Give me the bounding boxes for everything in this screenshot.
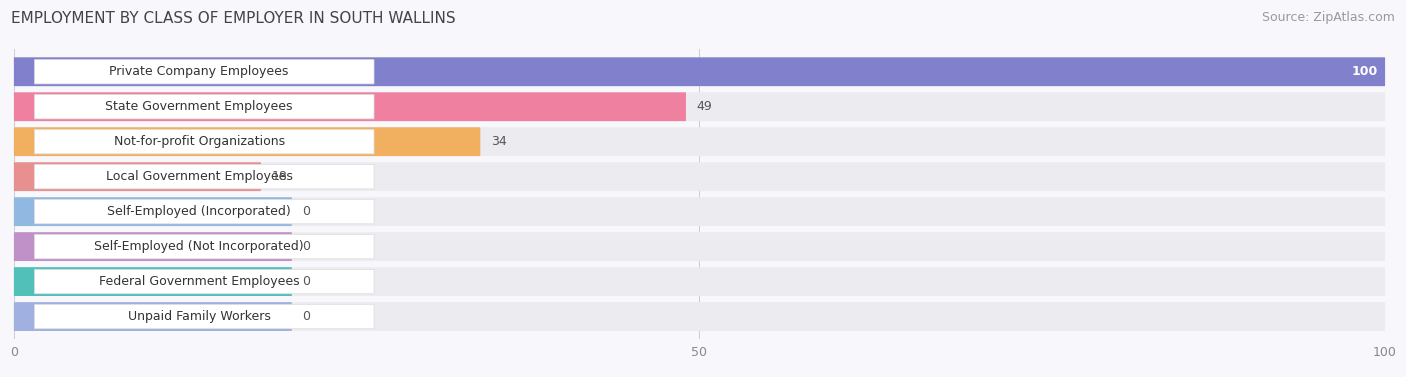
Text: Self-Employed (Incorporated): Self-Employed (Incorporated) bbox=[107, 205, 291, 218]
FancyBboxPatch shape bbox=[14, 92, 686, 121]
FancyBboxPatch shape bbox=[14, 232, 292, 261]
Text: Source: ZipAtlas.com: Source: ZipAtlas.com bbox=[1261, 11, 1395, 24]
Text: 0: 0 bbox=[302, 240, 311, 253]
Text: Federal Government Employees: Federal Government Employees bbox=[98, 275, 299, 288]
FancyBboxPatch shape bbox=[14, 232, 1385, 261]
FancyBboxPatch shape bbox=[14, 92, 1385, 121]
FancyBboxPatch shape bbox=[14, 302, 292, 331]
FancyBboxPatch shape bbox=[35, 95, 374, 119]
FancyBboxPatch shape bbox=[14, 197, 292, 226]
Text: 0: 0 bbox=[302, 275, 311, 288]
Text: Private Company Employees: Private Company Employees bbox=[110, 65, 288, 78]
Text: Unpaid Family Workers: Unpaid Family Workers bbox=[128, 310, 270, 323]
FancyBboxPatch shape bbox=[14, 197, 1385, 226]
FancyBboxPatch shape bbox=[35, 270, 374, 294]
Text: Local Government Employees: Local Government Employees bbox=[105, 170, 292, 183]
FancyBboxPatch shape bbox=[14, 57, 1385, 86]
Text: 100: 100 bbox=[1351, 65, 1378, 78]
Text: State Government Employees: State Government Employees bbox=[105, 100, 292, 113]
Text: 49: 49 bbox=[697, 100, 713, 113]
FancyBboxPatch shape bbox=[14, 267, 292, 296]
FancyBboxPatch shape bbox=[35, 234, 374, 259]
Text: EMPLOYMENT BY CLASS OF EMPLOYER IN SOUTH WALLINS: EMPLOYMENT BY CLASS OF EMPLOYER IN SOUTH… bbox=[11, 11, 456, 26]
FancyBboxPatch shape bbox=[14, 267, 1385, 296]
FancyBboxPatch shape bbox=[35, 199, 374, 224]
FancyBboxPatch shape bbox=[14, 127, 481, 156]
FancyBboxPatch shape bbox=[14, 302, 1385, 331]
FancyBboxPatch shape bbox=[14, 127, 1385, 156]
FancyBboxPatch shape bbox=[35, 130, 374, 154]
Text: 0: 0 bbox=[302, 310, 311, 323]
Text: Not-for-profit Organizations: Not-for-profit Organizations bbox=[114, 135, 284, 148]
Text: 0: 0 bbox=[302, 205, 311, 218]
Text: 34: 34 bbox=[491, 135, 508, 148]
Text: Self-Employed (Not Incorporated): Self-Employed (Not Incorporated) bbox=[94, 240, 304, 253]
Text: 18: 18 bbox=[271, 170, 288, 183]
FancyBboxPatch shape bbox=[14, 57, 1385, 86]
FancyBboxPatch shape bbox=[35, 304, 374, 329]
FancyBboxPatch shape bbox=[35, 164, 374, 189]
FancyBboxPatch shape bbox=[14, 162, 262, 191]
FancyBboxPatch shape bbox=[14, 162, 1385, 191]
FancyBboxPatch shape bbox=[35, 60, 374, 84]
